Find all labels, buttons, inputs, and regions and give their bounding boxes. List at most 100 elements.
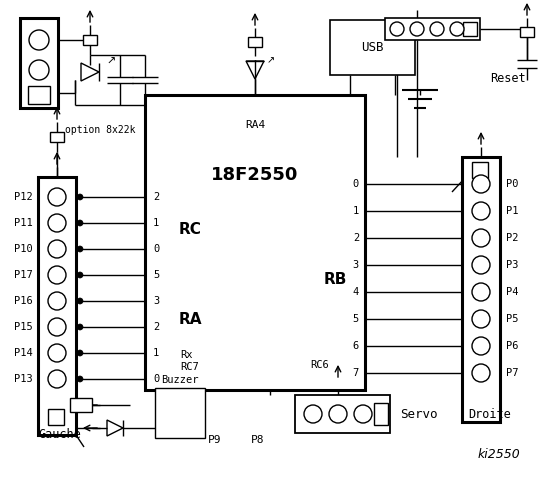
Bar: [83, 35, 97, 45]
Circle shape: [48, 240, 66, 258]
Text: RC6: RC6: [310, 360, 328, 370]
Circle shape: [472, 229, 490, 247]
Text: 6: 6: [353, 341, 359, 351]
Text: P8: P8: [251, 435, 265, 445]
Text: ↗: ↗: [106, 57, 116, 67]
Text: option 8x22k: option 8x22k: [65, 125, 135, 135]
Circle shape: [430, 22, 444, 36]
Bar: [50, 132, 64, 142]
Text: P12: P12: [14, 192, 33, 202]
Circle shape: [472, 175, 490, 193]
Text: 0: 0: [153, 374, 159, 384]
Text: 0: 0: [153, 244, 159, 254]
Circle shape: [390, 22, 404, 36]
Bar: [472, 162, 488, 178]
Text: Rx: Rx: [180, 350, 192, 360]
Bar: [295, 395, 390, 433]
Text: 5: 5: [153, 270, 159, 280]
Bar: [155, 388, 205, 438]
Circle shape: [48, 214, 66, 232]
Circle shape: [48, 370, 66, 388]
Text: RC: RC: [179, 223, 201, 238]
Bar: [145, 95, 365, 390]
Bar: [462, 157, 500, 422]
Text: 4: 4: [353, 287, 359, 297]
Bar: [374, 403, 388, 425]
Circle shape: [450, 22, 464, 36]
Circle shape: [304, 405, 322, 423]
Bar: [28, 86, 50, 104]
Circle shape: [472, 310, 490, 328]
Text: P7: P7: [506, 368, 519, 378]
Text: P1: P1: [506, 206, 519, 216]
Text: Reset: Reset: [490, 72, 525, 84]
Text: P2: P2: [506, 233, 519, 243]
Circle shape: [472, 364, 490, 382]
Text: 1: 1: [153, 218, 159, 228]
Bar: [38, 177, 76, 435]
Bar: [248, 37, 262, 47]
Text: P5: P5: [506, 314, 519, 324]
Text: P0: P0: [506, 179, 519, 189]
Circle shape: [77, 350, 83, 356]
Text: 2: 2: [353, 233, 359, 243]
Text: P9: P9: [208, 435, 222, 445]
Text: 2: 2: [153, 322, 159, 332]
Bar: [70, 398, 92, 412]
Text: 1: 1: [153, 348, 159, 358]
Text: P17: P17: [14, 270, 33, 280]
Text: P3: P3: [506, 260, 519, 270]
Bar: [48, 409, 64, 425]
Text: 18F2550: 18F2550: [211, 166, 299, 184]
Circle shape: [77, 220, 83, 226]
Circle shape: [48, 292, 66, 310]
Text: Droite: Droite: [468, 408, 512, 421]
Text: USB: USB: [361, 41, 384, 54]
Text: P14: P14: [14, 348, 33, 358]
Circle shape: [77, 272, 83, 278]
Text: 1: 1: [353, 206, 359, 216]
Text: Gauche: Gauche: [39, 429, 81, 442]
Circle shape: [29, 60, 49, 80]
Circle shape: [410, 22, 424, 36]
Text: 3: 3: [353, 260, 359, 270]
Text: 5: 5: [353, 314, 359, 324]
Circle shape: [354, 405, 372, 423]
Circle shape: [77, 376, 83, 382]
Bar: [385, 18, 480, 40]
Circle shape: [472, 337, 490, 355]
Circle shape: [329, 405, 347, 423]
Text: RA: RA: [178, 312, 202, 327]
Circle shape: [77, 324, 83, 330]
Text: P15: P15: [14, 322, 33, 332]
Circle shape: [472, 256, 490, 274]
Text: 7: 7: [353, 368, 359, 378]
Text: 0: 0: [353, 179, 359, 189]
Circle shape: [77, 194, 83, 200]
Circle shape: [77, 246, 83, 252]
Text: P13: P13: [14, 374, 33, 384]
Text: RB: RB: [324, 273, 347, 288]
Text: P10: P10: [14, 244, 33, 254]
Circle shape: [48, 344, 66, 362]
Circle shape: [48, 188, 66, 206]
Circle shape: [77, 298, 83, 304]
Circle shape: [48, 266, 66, 284]
Text: P16: P16: [14, 296, 33, 306]
Circle shape: [472, 202, 490, 220]
Bar: [20, 18, 58, 108]
Text: P11: P11: [14, 218, 33, 228]
Text: Buzzer: Buzzer: [161, 375, 199, 385]
Text: RC7: RC7: [180, 362, 199, 372]
Text: Servo: Servo: [400, 408, 437, 420]
Bar: [330, 20, 415, 75]
Text: 3: 3: [153, 296, 159, 306]
Circle shape: [29, 30, 49, 50]
Text: ↗: ↗: [267, 55, 275, 65]
Text: P6: P6: [506, 341, 519, 351]
Text: ki2550: ki2550: [477, 448, 520, 461]
Text: P4: P4: [506, 287, 519, 297]
Circle shape: [472, 283, 490, 301]
Text: 2: 2: [153, 192, 159, 202]
Circle shape: [48, 318, 66, 336]
